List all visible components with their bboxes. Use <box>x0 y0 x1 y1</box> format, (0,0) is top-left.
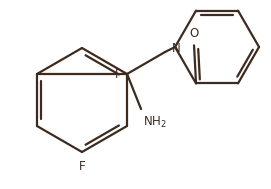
Text: F: F <box>79 160 85 173</box>
Text: NH$_2$: NH$_2$ <box>143 115 167 130</box>
Text: F: F <box>114 67 121 81</box>
Text: N: N <box>172 42 180 54</box>
Text: O: O <box>189 27 199 40</box>
